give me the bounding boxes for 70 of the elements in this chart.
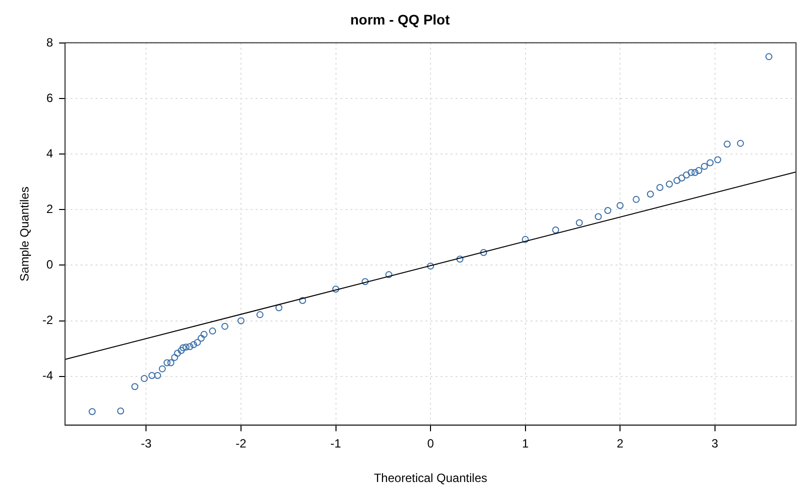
y-tick-label: 2 (46, 202, 54, 216)
y-tick-label: -2 (42, 313, 54, 328)
point (200, 330, 208, 338)
point (171, 354, 178, 361)
x-tick-label: 2 (616, 436, 624, 451)
y-tick-label: 6 (46, 90, 54, 105)
point (522, 236, 529, 243)
y-tick-label: 8 (46, 35, 54, 50)
x-axis-title: Theoretical Quantiles (374, 471, 488, 486)
point (140, 375, 148, 382)
point (700, 162, 708, 170)
x-tick-label: 1 (522, 436, 529, 451)
point (385, 271, 392, 278)
point (576, 219, 583, 226)
point (714, 156, 722, 164)
point (646, 190, 654, 198)
point (275, 304, 282, 312)
chart-title: norm - QQ Plot (350, 11, 450, 28)
point (616, 202, 624, 210)
y-tick-label: -4 (42, 368, 54, 383)
point (174, 350, 181, 357)
point (695, 167, 702, 174)
point (154, 372, 162, 379)
point (158, 365, 166, 372)
point (186, 343, 194, 350)
point (480, 248, 488, 256)
point (632, 196, 640, 203)
x-tick-label: 3 (712, 436, 719, 451)
point (209, 328, 216, 335)
point (666, 180, 673, 188)
point (456, 256, 464, 263)
point (691, 168, 698, 176)
point (256, 311, 264, 318)
point (552, 226, 560, 234)
point (178, 347, 185, 354)
x-tick-label: -1 (330, 436, 342, 451)
y-tick-label: 4 (46, 146, 54, 160)
point (88, 408, 96, 416)
point (198, 334, 205, 342)
point (594, 213, 602, 220)
point (131, 383, 138, 390)
point (656, 184, 664, 191)
point (182, 344, 190, 351)
point (190, 341, 198, 348)
point (706, 159, 714, 166)
point (604, 207, 612, 214)
point (682, 171, 690, 178)
x-tick-label: 0 (427, 436, 434, 451)
point (765, 53, 772, 60)
point (724, 140, 731, 148)
point (221, 322, 228, 330)
x-tick-label: -2 (236, 436, 247, 451)
point (688, 168, 695, 176)
point (167, 359, 174, 366)
point (332, 286, 340, 293)
point (194, 338, 201, 346)
x-tick-label: -3 (140, 436, 152, 451)
point (117, 408, 124, 415)
point (237, 317, 244, 324)
point (164, 359, 171, 366)
point (299, 297, 306, 304)
y-axis-title: Sample Quantiles (18, 186, 32, 282)
point (362, 278, 369, 286)
point (148, 372, 156, 379)
y-tick-label: 0 (46, 258, 54, 272)
point (673, 177, 680, 184)
point (736, 140, 744, 147)
point (427, 262, 434, 270)
point (678, 174, 686, 182)
point (180, 344, 187, 352)
